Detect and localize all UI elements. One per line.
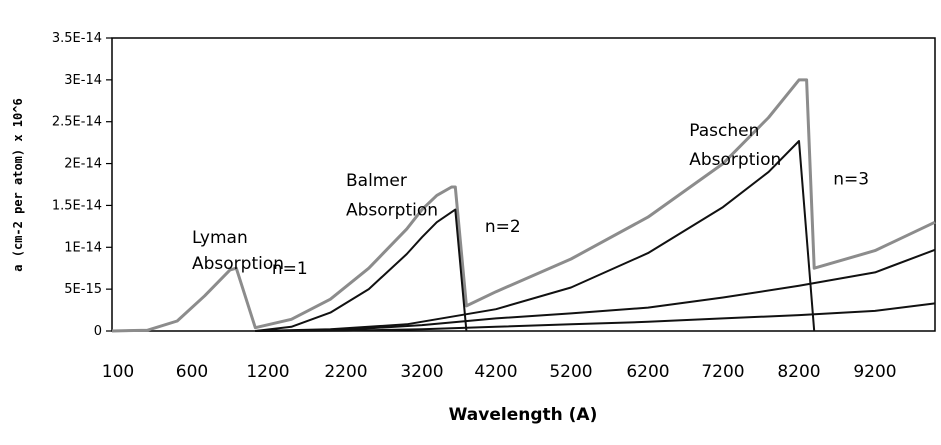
y-tick-label: 5E-15 — [64, 282, 102, 297]
annotation-label: n=2 — [485, 217, 521, 237]
x-axis-ticks: 100 600 1200 2200 3200 4200 5200 6200 7200 8200 92… — [102, 362, 897, 382]
annotation-label: Absorption — [689, 150, 781, 170]
y-tick-label: 2E-14 — [64, 157, 102, 172]
annotation-label: Balmer — [346, 171, 407, 191]
series-line-3 — [255, 140, 816, 332]
x-tick-label: 600 — [176, 362, 208, 382]
annotation-label: n=1 — [272, 259, 308, 279]
series-line-1 — [111, 78, 936, 333]
x-tick-label: 4200 — [474, 362, 517, 382]
x-tick-label: 9200 — [853, 362, 896, 382]
annotation-label: Absorption — [346, 200, 438, 220]
annotation-label: Paschen — [689, 121, 759, 141]
series-line-2 — [255, 208, 468, 332]
x-tick-label: 2200 — [324, 362, 367, 382]
annotation-layer: LymanAbsorptionn=1BalmerAbsorptionn=2Pas… — [192, 121, 869, 279]
x-tick-label: 100 — [102, 362, 134, 382]
x-tick-label: 6200 — [626, 362, 669, 382]
annotation-label: Lyman — [192, 228, 248, 248]
y-tick-label: 3E-14 — [64, 73, 102, 88]
series-line-5 — [255, 302, 936, 332]
y-axis-label: a (cm-2 per atom) x 10^6 — [11, 98, 25, 271]
y-axis-ticks: 0 5E-15 1E-14 1.5E-14 2E-14 2.5E-14 3E-14 3.5E-… — [52, 31, 112, 339]
annotation-label: n=3 — [833, 170, 869, 190]
y-tick-label: 3.5E-14 — [52, 31, 102, 46]
x-tick-label: 1200 — [246, 362, 289, 382]
y-tick-label: 1E-14 — [64, 240, 102, 255]
x-tick-label: 3200 — [400, 362, 443, 382]
y-tick-label: 2.5E-14 — [52, 115, 102, 130]
x-axis-label: Wavelength (A) — [449, 405, 598, 425]
x-tick-label: 5200 — [549, 362, 592, 382]
y-tick-label: 1.5E-14 — [52, 198, 102, 213]
plot-frame — [111, 37, 936, 332]
annotation-label: Absorption — [192, 254, 284, 274]
x-tick-label: 8200 — [777, 362, 820, 382]
y-tick-label: 0 — [94, 324, 102, 339]
x-tick-label: 7200 — [701, 362, 744, 382]
series-layer — [111, 78, 936, 333]
series-line-4 — [255, 248, 936, 332]
